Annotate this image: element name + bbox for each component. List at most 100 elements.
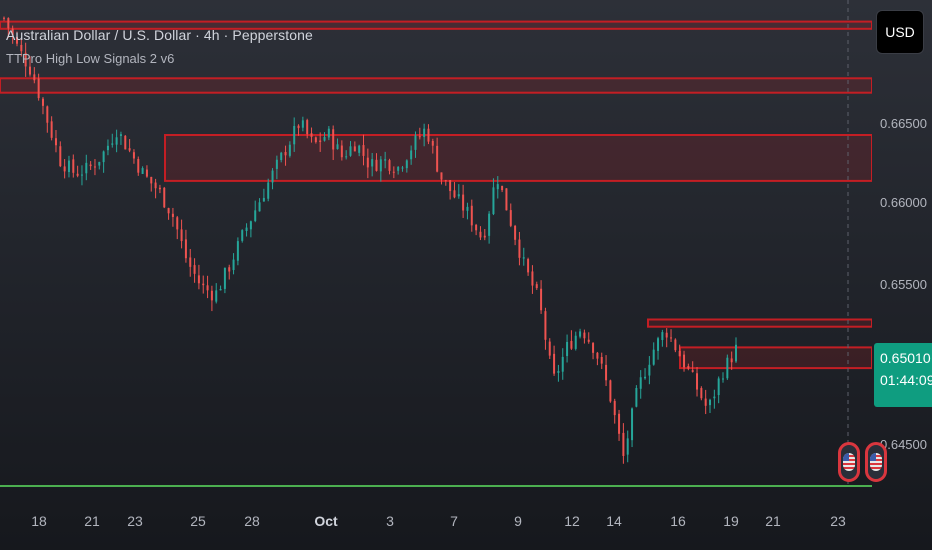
candle-body: [210, 290, 213, 301]
us-flag-icon[interactable]: [865, 442, 887, 482]
candle: [306, 118, 309, 139]
candle-body: [709, 399, 712, 406]
candle: [657, 336, 660, 360]
candle-body: [444, 180, 447, 182]
candle: [67, 155, 70, 178]
candle-body: [713, 396, 716, 399]
candle: [280, 151, 283, 163]
candle: [470, 199, 473, 232]
candle-body: [323, 136, 326, 141]
candle: [293, 117, 296, 152]
candle-body: [626, 438, 629, 455]
candle-body: [635, 387, 638, 407]
zone-band: [679, 346, 872, 370]
candle: [726, 354, 729, 380]
candle-body: [704, 398, 707, 406]
candle: [509, 203, 512, 228]
candle-body: [145, 169, 148, 177]
candle: [670, 329, 673, 343]
candle: [522, 247, 525, 266]
candle-body: [154, 182, 157, 189]
candle: [184, 229, 187, 263]
candle-body: [215, 290, 218, 302]
candle-body: [3, 17, 5, 19]
candle: [444, 179, 447, 186]
candle: [388, 158, 391, 175]
candle: [583, 329, 586, 344]
candle-body: [613, 400, 616, 416]
candle: [197, 264, 200, 290]
candle-body: [527, 259, 530, 273]
candle-body: [284, 151, 287, 156]
candle-body: [206, 285, 209, 291]
candle-body: [345, 156, 348, 158]
us-flag-icon[interactable]: [838, 442, 860, 482]
candle-body: [622, 432, 625, 456]
time-label: 19: [723, 513, 739, 529]
time-label: 9: [514, 513, 522, 529]
candle: [722, 372, 725, 383]
candle: [605, 355, 608, 387]
candle-body: [358, 145, 361, 153]
candle-body: [271, 170, 274, 183]
candle: [418, 127, 421, 140]
candle: [358, 144, 361, 157]
candle: [54, 130, 57, 153]
candle-body: [249, 221, 252, 230]
indicator-label[interactable]: TTPro High Low Signals 2 v6: [6, 51, 175, 66]
candle: [176, 215, 179, 240]
candle: [514, 224, 517, 246]
last-price-badge: 0.65010 01:44:09: [874, 343, 932, 407]
candle: [709, 398, 712, 414]
candle-body: [414, 135, 417, 150]
candle-body: [514, 225, 517, 240]
candle: [427, 124, 430, 145]
candle: [730, 351, 733, 370]
candle-body: [735, 344, 737, 362]
candle-body: [483, 235, 486, 238]
candle-body: [262, 197, 265, 202]
candle-body: [20, 44, 23, 52]
price-chart[interactable]: [0, 0, 872, 510]
currency-button[interactable]: USD: [876, 10, 924, 54]
candle: [7, 17, 10, 38]
candle: [587, 332, 590, 344]
candle-body: [730, 358, 733, 363]
candle-body: [384, 159, 387, 161]
time-label: 12: [564, 513, 580, 529]
candle-body: [85, 162, 88, 174]
candle: [592, 342, 595, 360]
chart-title[interactable]: Australian Dollar / U.S. Dollar · 4h · P…: [6, 27, 313, 43]
candle-body: [132, 152, 135, 159]
candle: [626, 430, 629, 463]
candle-body: [479, 231, 482, 238]
candle-body: [275, 159, 278, 169]
candle-body: [488, 213, 491, 236]
zone-band: [0, 20, 872, 30]
candle: [462, 184, 465, 218]
candle-body: [423, 128, 426, 137]
candle: [50, 116, 53, 141]
candle: [167, 207, 170, 220]
candle-body: [535, 284, 538, 289]
candle: [518, 231, 521, 266]
candle-body: [453, 190, 456, 198]
candle-body: [427, 128, 430, 142]
candle-body: [371, 159, 374, 167]
candle-body: [46, 106, 49, 123]
candle: [202, 275, 205, 294]
candle: [574, 331, 577, 351]
candle-body: [561, 356, 564, 372]
candle: [46, 105, 49, 133]
time-label: 3: [386, 513, 394, 529]
candle: [236, 237, 239, 266]
candle-body: [193, 265, 196, 274]
candle: [210, 285, 213, 312]
candle: [488, 211, 491, 244]
candle-body: [293, 125, 296, 145]
candle-body: [509, 210, 512, 226]
candle-body: [150, 176, 153, 184]
candle: [241, 229, 244, 243]
candle-body: [726, 357, 729, 379]
candle: [80, 165, 83, 186]
